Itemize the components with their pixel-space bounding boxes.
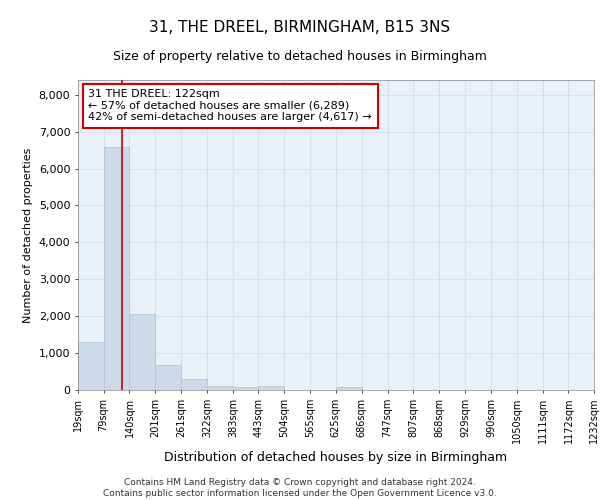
Y-axis label: Number of detached properties: Number of detached properties bbox=[23, 148, 33, 322]
Bar bbox=[78, 342, 104, 390]
Bar bbox=[259, 386, 284, 390]
Text: 31, THE DREEL, BIRMINGHAM, B15 3NS: 31, THE DREEL, BIRMINGHAM, B15 3NS bbox=[149, 20, 451, 35]
Text: 31 THE DREEL: 122sqm
← 57% of detached houses are smaller (6,289)
42% of semi-de: 31 THE DREEL: 122sqm ← 57% of detached h… bbox=[88, 90, 372, 122]
Bar bbox=[207, 386, 233, 390]
Text: Contains HM Land Registry data © Crown copyright and database right 2024.
Contai: Contains HM Land Registry data © Crown c… bbox=[103, 478, 497, 498]
Bar bbox=[233, 388, 259, 390]
Bar bbox=[336, 387, 362, 390]
Bar bbox=[130, 314, 155, 390]
Bar bbox=[181, 380, 207, 390]
Bar bbox=[104, 147, 130, 390]
Text: Size of property relative to detached houses in Birmingham: Size of property relative to detached ho… bbox=[113, 50, 487, 63]
Text: Distribution of detached houses by size in Birmingham: Distribution of detached houses by size … bbox=[164, 451, 508, 464]
Bar bbox=[155, 365, 181, 390]
